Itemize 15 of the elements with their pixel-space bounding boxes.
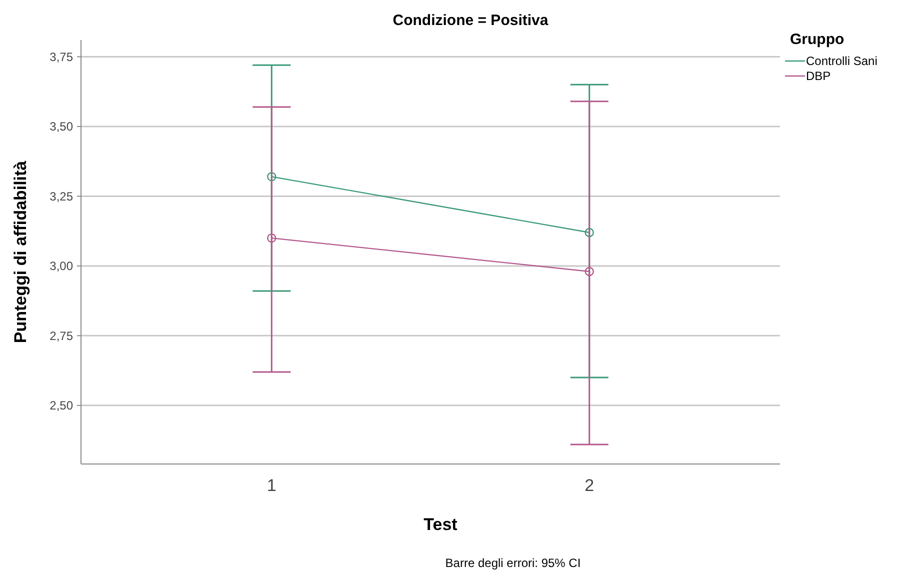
legend-label: DBP [806, 69, 831, 84]
x-axis-title: Test [424, 515, 458, 534]
y-tick-label: 3,50 [50, 120, 74, 134]
y-tick-label: 3,25 [50, 189, 74, 204]
y-axis-title: Punteggi di affidabilità [11, 160, 30, 344]
legend-label: Controlli Sani [806, 54, 878, 68]
y-tick-label: 3,00 [50, 259, 74, 274]
chart-title: Condizione = Positiva [392, 12, 549, 29]
y-tick-label: 3,75 [50, 50, 74, 64]
y-tick-label: 2,50 [50, 398, 74, 413]
legend-title: Gruppo [790, 31, 844, 48]
x-tick-label: 2 [584, 476, 594, 495]
x-tick-label: 1 [266, 476, 276, 495]
y-tick-label: 2,75 [50, 328, 74, 343]
text: Barre degli errori: 95% CI [445, 556, 581, 570]
